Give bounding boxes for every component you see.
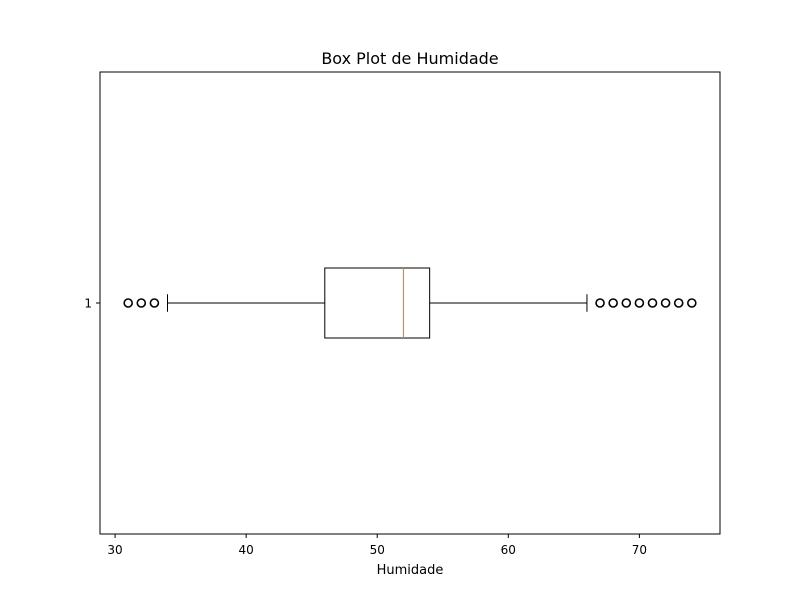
x-axis: 30 40 50 60 70 [107,534,647,557]
outlier-point [136,298,147,308]
outlier-point [621,298,632,308]
outlier-point [634,298,645,308]
y-tick-label: 1 [84,297,92,311]
x-tick-label: 60 [501,543,516,557]
y-axis: 1 [84,297,100,311]
x-tick-label: 30 [107,543,122,557]
x-tick-label: 50 [370,543,385,557]
plot-area [123,267,697,339]
outlier-point [595,298,605,308]
x-axis-label: Humidade [377,563,444,578]
x-tick-label: 40 [239,543,254,557]
outlier-point [123,298,133,308]
outlier-point [647,298,658,308]
x-tick-label: 70 [632,543,647,557]
outlier-point [660,298,671,308]
outlier-point [687,298,697,308]
outlier-point [608,298,618,308]
chart-title: Box Plot de Humidade [321,49,498,68]
outlier-point [673,298,684,308]
iqr-box [324,267,431,339]
outlier-point [149,298,160,308]
